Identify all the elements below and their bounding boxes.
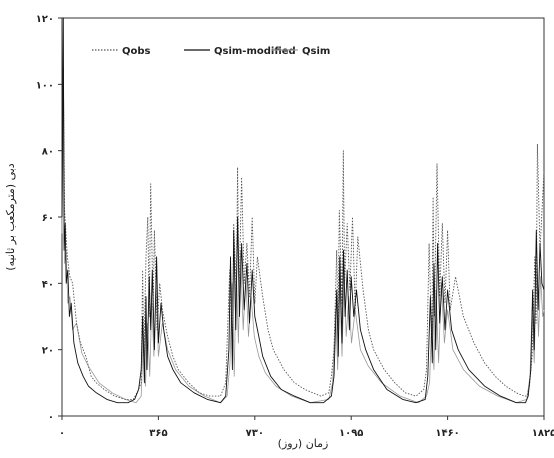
- series-line-qsim: [61, 83, 545, 404]
- x-tick-label: ۱۰۹۵: [339, 428, 363, 439]
- legend-label: Qsim: [302, 46, 330, 57]
- y-tick-label: ۲۰: [42, 346, 54, 357]
- y-tick-label: ۸۰: [42, 147, 54, 158]
- x-tick-label: ۰: [59, 428, 65, 439]
- x-axis: ۰ ۳۶۵ ۷۳۰ ۱۰۹۵ ۱۴۶۰ ۱۸۲۵: [59, 416, 554, 439]
- series-line-qobs: [61, 67, 545, 400]
- y-tick-label: ۰: [48, 412, 54, 423]
- y-axis-title: دبی (مترمکعب بر ثانیه): [4, 163, 17, 270]
- x-tick-label: ۱۴۶۰: [435, 428, 459, 439]
- plot-frame: [61, 17, 545, 417]
- x-tick-label: ۷۳۰: [246, 428, 264, 439]
- x-tick-label: ۱۸۲۵: [532, 428, 554, 439]
- y-tick-label: ۶۰: [42, 213, 54, 224]
- y-tick-label: ۴۰: [42, 279, 54, 290]
- y-axis: ۰ ۲۰ ۴۰ ۶۰ ۸۰ ۱۰۰ ۱۲۰: [36, 14, 62, 423]
- legend: Qobs Qsim-modified Qsim: [92, 46, 330, 57]
- series-layer: [61, 17, 545, 404]
- legend-label: Qsim-modified: [214, 46, 296, 57]
- legend-label: Qobs: [122, 46, 151, 57]
- y-tick-label: ۱۰۰: [36, 80, 54, 91]
- series-line-qsim-modified: [61, 17, 545, 404]
- x-axis-title: زمان (روز): [278, 437, 329, 450]
- y-tick-label: ۱۲۰: [36, 14, 54, 25]
- x-tick-label: ۳۶۵: [149, 428, 167, 439]
